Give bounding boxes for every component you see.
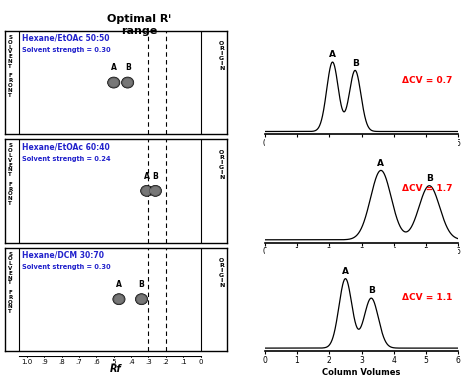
Ellipse shape <box>141 185 153 196</box>
Text: Solvent strength = 0.30: Solvent strength = 0.30 <box>22 264 111 270</box>
Text: B: B <box>125 63 131 72</box>
Text: .9: .9 <box>41 359 48 365</box>
Ellipse shape <box>113 294 125 305</box>
Ellipse shape <box>151 187 160 195</box>
Text: A: A <box>329 50 336 59</box>
Text: O
R
I
G
I
N: O R I G I N <box>219 149 225 179</box>
Text: B: B <box>352 59 358 68</box>
Text: B: B <box>426 174 433 183</box>
Text: S
O
L
V
E
N
T
 
F
R
O
N
T: S O L V E N T F R O N T <box>8 252 13 314</box>
Text: ΔCV = 1.7: ΔCV = 1.7 <box>402 184 452 193</box>
Text: .3: .3 <box>145 359 152 365</box>
Text: B: B <box>368 286 375 295</box>
Text: O
R
I
G
I
N: O R I G I N <box>219 41 225 71</box>
Text: Hexane/EtOAc 60:40: Hexane/EtOAc 60:40 <box>22 142 110 151</box>
Text: A: A <box>116 280 122 289</box>
Text: Solvent strength = 0.24: Solvent strength = 0.24 <box>22 156 111 162</box>
Text: A: A <box>111 63 117 72</box>
Text: A: A <box>377 159 384 168</box>
Text: 0: 0 <box>198 359 203 365</box>
Text: Hexane/EtOAc 50:50: Hexane/EtOAc 50:50 <box>22 34 110 43</box>
Ellipse shape <box>121 77 134 88</box>
Ellipse shape <box>135 294 148 305</box>
Text: 1.0: 1.0 <box>21 359 32 365</box>
Ellipse shape <box>149 185 162 196</box>
Text: S
O
L
V
E
N
T
 
F
R
O
N
T: S O L V E N T F R O N T <box>8 143 13 206</box>
Text: A: A <box>342 267 349 276</box>
Text: O
R
I
G
I
N: O R I G I N <box>219 258 225 288</box>
Ellipse shape <box>142 187 151 195</box>
Text: A: A <box>144 172 150 181</box>
Text: .2: .2 <box>163 359 169 365</box>
Ellipse shape <box>137 295 146 303</box>
Text: Optimal Rⁱ
range: Optimal Rⁱ range <box>107 14 171 36</box>
Text: B: B <box>152 172 158 181</box>
Text: .4: .4 <box>128 359 134 365</box>
X-axis label: Column Volumes: Column Volumes <box>322 367 401 376</box>
Text: S
O
L
V
E
N
T
 
F
R
O
N
T: S O L V E N T F R O N T <box>8 35 13 98</box>
Ellipse shape <box>114 295 124 303</box>
X-axis label: Column Volumes: Column Volumes <box>322 259 401 268</box>
Text: Solvent strength = 0.30: Solvent strength = 0.30 <box>22 47 111 53</box>
Text: Rf: Rf <box>110 364 122 374</box>
Text: Hexane/DCM 30:70: Hexane/DCM 30:70 <box>22 251 105 260</box>
X-axis label: Column Volumes: Column Volumes <box>322 151 401 160</box>
Text: .6: .6 <box>93 359 100 365</box>
Text: .8: .8 <box>58 359 65 365</box>
Text: ΔCV = 1.1: ΔCV = 1.1 <box>402 293 452 301</box>
Text: .7: .7 <box>75 359 82 365</box>
Ellipse shape <box>123 78 132 87</box>
Ellipse shape <box>107 77 120 88</box>
Text: B: B <box>138 280 144 289</box>
Text: .1: .1 <box>180 359 187 365</box>
Text: ΔCV = 0.7: ΔCV = 0.7 <box>402 76 452 85</box>
Ellipse shape <box>109 78 119 87</box>
Text: .5: .5 <box>110 359 117 365</box>
